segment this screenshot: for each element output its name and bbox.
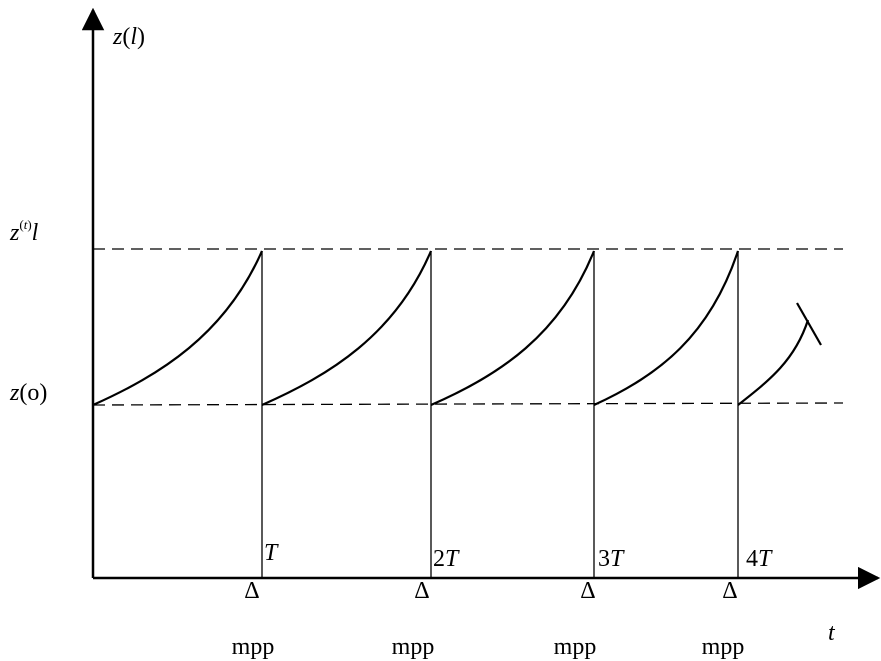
period-label-2: 2T: [433, 546, 460, 572]
mpp-label-4: mpp: [702, 634, 745, 660]
rise-curve-4: [593, 250, 740, 407]
mpp-label-1: mpp: [232, 634, 275, 660]
upper-level-label: z(t)l: [9, 217, 39, 246]
y-axis-label: z(l): [112, 24, 145, 50]
rise-curve-1: [92, 250, 264, 407]
mpp-label-2: mpp: [392, 634, 435, 660]
period-label-1: T: [264, 540, 279, 566]
x-axis-label: t: [828, 620, 836, 646]
rise-curve-3: [430, 250, 596, 407]
period-label-4: 4T: [746, 546, 773, 572]
rise-curve-5: [737, 319, 810, 406]
rise-curve-2: [261, 250, 433, 407]
lower-level-line: [92, 402, 844, 406]
delta-mark-3: Δ: [580, 578, 595, 604]
curve-end-tick: [796, 302, 822, 346]
period-label-3: 3T: [598, 546, 625, 572]
delta-mark-1: Δ: [244, 578, 259, 604]
lower-level-label: z(o): [9, 380, 47, 406]
mpp-label-3: mpp: [554, 634, 597, 660]
delta-mark-4: Δ: [722, 578, 737, 604]
delta-mark-2: Δ: [414, 578, 429, 604]
